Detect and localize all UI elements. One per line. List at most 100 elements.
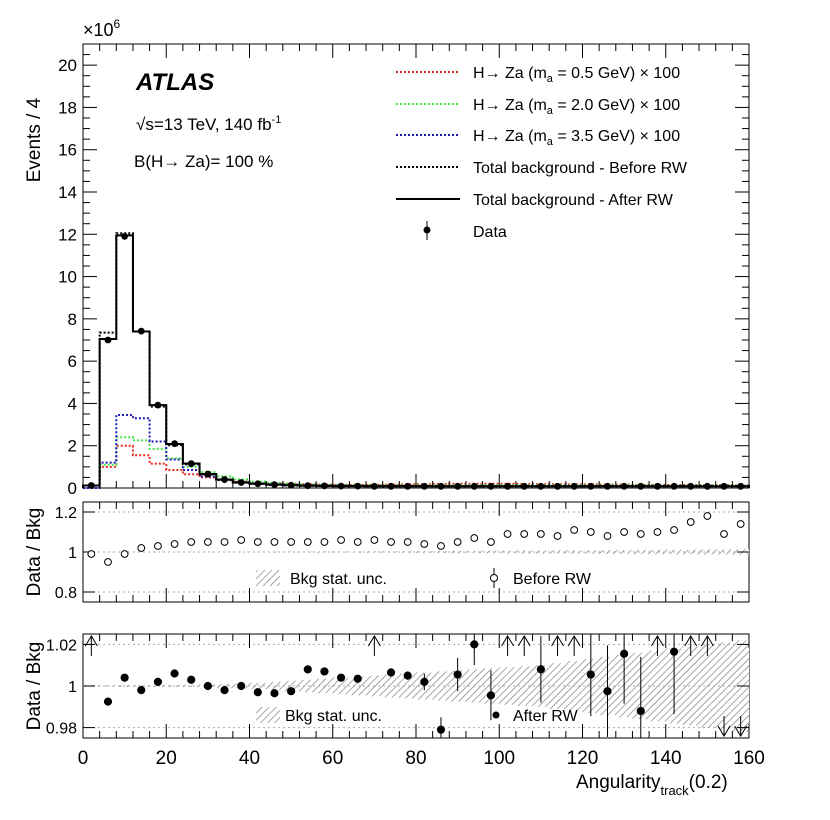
ratio-point: [103, 697, 113, 706]
ratio-point: [470, 534, 479, 542]
ratio-arrow-up-head: [367, 635, 381, 647]
main-y-label: Events / 4: [24, 97, 45, 182]
data-point: [137, 327, 145, 335]
ratio-after-band-swatch: [256, 707, 280, 723]
ratio-before-band-swatch: [256, 570, 280, 586]
ratio-before-x-ticks: [82, 502, 750, 602]
ratio-point: [220, 538, 229, 546]
ratio-y-tick-label: 0.8: [55, 585, 77, 602]
data-point: [254, 480, 262, 488]
ratio-point: [87, 550, 96, 558]
ratio-arrow-up-head: [551, 635, 564, 647]
main-legend: H→ Za (ma = 0.5 GeV) × 100 H→ Za (ma = 2…: [396, 65, 688, 241]
ratio-arrow-up-head: [684, 635, 698, 647]
ratio-point: [669, 647, 679, 656]
ratio-before-y-label: Data / Bkg: [24, 508, 45, 597]
ratio-y-tick-label: 1.02: [46, 637, 77, 654]
main-y-tick-label: 8: [68, 310, 77, 329]
data-point: [570, 482, 578, 490]
data-point: [687, 482, 695, 490]
ratio-point: [320, 667, 329, 676]
data-point: [87, 482, 95, 489]
data-point: [703, 482, 711, 490]
ratio-point: [303, 665, 312, 674]
ratio-x-tick-label: 0: [78, 748, 89, 769]
data-point: [470, 482, 478, 490]
ratio-arrow-down-head: [734, 725, 748, 737]
ratio-point: [536, 665, 545, 674]
energy-label: √s=13 TeV, 140 fb-1: [136, 114, 281, 134]
ratio-point: [720, 530, 728, 538]
legend-label-bkg-after: Total background - After RW: [473, 192, 674, 209]
main-y-ticks: 0 2 4 6 8 10 12 14 16 18 20: [58, 43, 749, 498]
ratio-point: [553, 532, 562, 540]
main-y-tick-label: 16: [58, 141, 77, 160]
data-point: [520, 482, 528, 490]
ratio-y-tick-label: 0.98: [46, 721, 77, 738]
ratio-point: [536, 530, 545, 538]
data-point: [670, 482, 678, 490]
ratio-point: [436, 725, 446, 734]
ratio-point: [237, 681, 246, 691]
main-histograms: [82, 232, 750, 489]
ratio-point: [253, 688, 262, 697]
ratio-point: [620, 649, 629, 658]
ratio-x-tick-label: 60: [322, 748, 343, 769]
legend-label-signal-05: H→ Za (ma = 0.5 GeV) × 100: [473, 65, 680, 85]
main-y-tick-label: 18: [58, 98, 77, 117]
ratio-point: [253, 538, 262, 546]
ratio-point: [403, 671, 412, 680]
ratio-point: [653, 528, 662, 536]
ratio-point: [503, 530, 512, 538]
data-point: [221, 476, 228, 483]
ratio-point: [287, 687, 296, 696]
main-x-ticks: [82, 44, 750, 488]
ratio-after-y-ticks: 0.98 1 1.02: [46, 637, 749, 738]
data-point: [204, 470, 212, 478]
ratio-after-marker-swatch: [492, 711, 500, 719]
ratio-before-band-label: Bkg stat. unc.: [290, 571, 387, 588]
ratio-point: [120, 673, 129, 682]
ratio-arrow-up-head: [567, 635, 581, 647]
ratio-arrow-down-head: [717, 725, 731, 737]
ratio-before-y-ticks: 0.8 1 1.2: [55, 505, 749, 602]
x-axis-label: Angularitytrack(0.2): [576, 772, 728, 798]
ratio-point: [603, 687, 612, 696]
ratio-arrow-up-head: [700, 635, 714, 647]
data-point: [620, 482, 628, 490]
data-point: [354, 482, 362, 490]
ratio-point: [370, 536, 379, 544]
ratio-after-points: [84, 634, 748, 738]
ratio-before-panel: 0.8 1 1.2 Data / Bkg Bkg stat. unc. Before…: [24, 501, 750, 603]
data-point: [337, 482, 345, 490]
ratio-x-tick-label: 80: [405, 748, 426, 769]
data-point: [437, 482, 445, 490]
ratio-point: [453, 670, 462, 679]
ratio-before-points: [87, 512, 745, 566]
ratio-point: [686, 518, 695, 526]
ratio-x-tick-label: 20: [156, 748, 177, 769]
data-point: [504, 482, 511, 490]
ratio-before-marker-swatch: [490, 574, 498, 582]
main-y-tick-label: 14: [58, 183, 77, 202]
data-point: [454, 482, 462, 490]
data-point: [321, 482, 328, 490]
data-point: [271, 481, 278, 489]
legend-label-signal-35: H→ Za (ma = 3.5 GeV) × 100: [473, 128, 680, 148]
ratio-x-tick-label: 140: [650, 748, 682, 769]
atlas-label: ATLAS: [135, 69, 214, 96]
ratio-x-tick-label: 160: [733, 748, 765, 769]
ratio-point: [603, 532, 612, 540]
ratio-unc-band: [83, 640, 749, 732]
ratio-point: [153, 677, 163, 686]
ratio-point: [586, 670, 595, 679]
ratio-x-tick-label: 100: [483, 748, 515, 769]
data-point: [554, 482, 561, 490]
ratio-point: [437, 542, 445, 550]
data-point: [121, 233, 129, 240]
main-y-tick-label: 12: [58, 225, 77, 244]
data-point: [154, 401, 162, 409]
ratio-point: [104, 558, 112, 566]
ratio-x-tick-label: 40: [239, 748, 260, 769]
ratio-point: [353, 538, 362, 546]
